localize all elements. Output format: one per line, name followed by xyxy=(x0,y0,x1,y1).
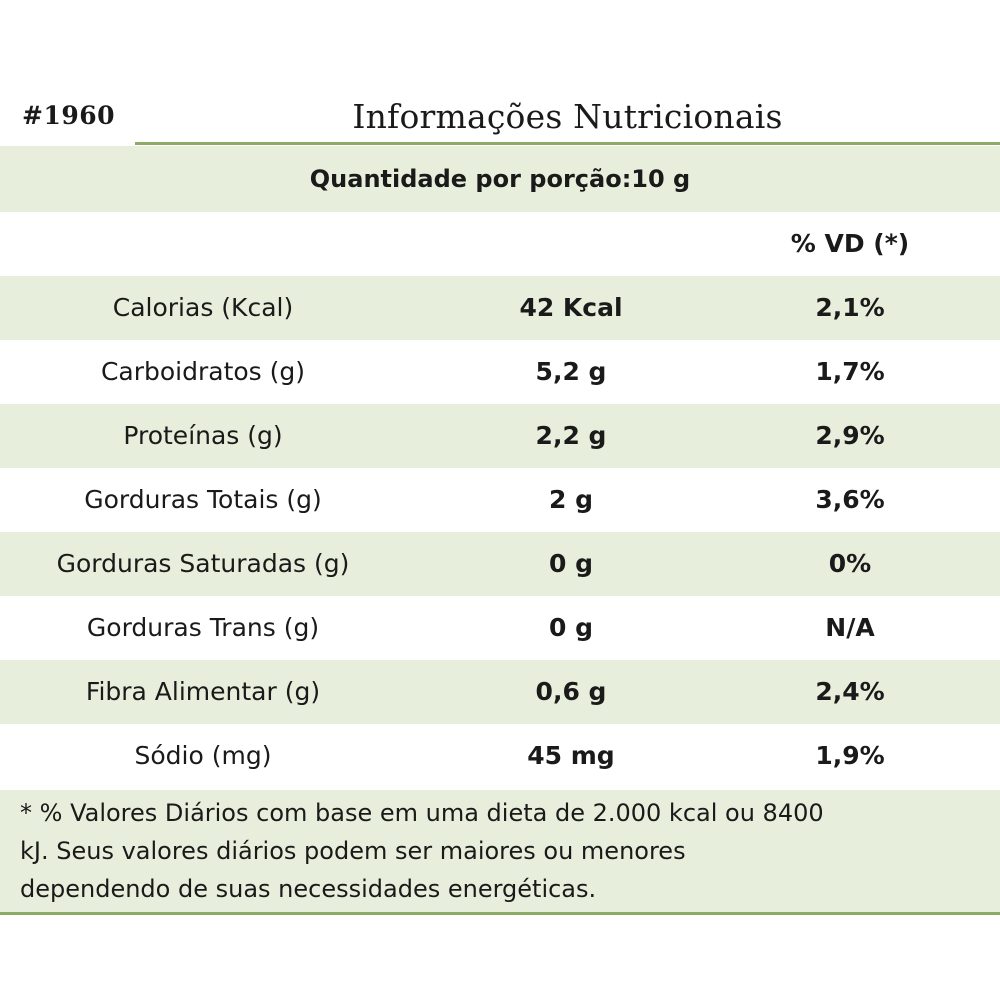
nutrient-name: Carboidratos (g) xyxy=(100,357,306,386)
portion-size: Quantidade por porção:10 g xyxy=(0,146,1000,212)
nutrient-name: Gorduras Saturadas (g) xyxy=(56,549,350,578)
nutrient-vd: N/A xyxy=(825,613,875,642)
nutrient-row-carbohydrates: Carboidratos (g) 5,2 g 1,7% xyxy=(0,340,1000,404)
nutrient-amount: 2 g xyxy=(549,485,593,514)
nutrient-row-trans-fat: Gorduras Trans (g) 0 g N/A xyxy=(0,596,1000,660)
nutrient-amount: 45 mg xyxy=(527,741,615,770)
vd-header-row: % VD (*) xyxy=(0,212,1000,276)
nutrient-name: Fibra Alimentar (g) xyxy=(85,677,321,706)
nutrient-amount: 0,6 g xyxy=(535,677,607,706)
footnote-line: kJ. Seus valores diários podem ser maior… xyxy=(20,837,686,865)
nutrient-row-calories: Calorias (Kcal) 42 Kcal 2,1% xyxy=(0,276,1000,340)
nutrient-vd: 2,9% xyxy=(815,421,885,450)
footnote-line: dependendo de suas necessidades energéti… xyxy=(20,875,597,903)
nutrient-vd: 1,9% xyxy=(815,741,885,770)
nutrient-row-sodium: Sódio (mg) 45 mg 1,9% xyxy=(0,724,1000,788)
nutrient-row-fiber: Fibra Alimentar (g) 0,6 g 2,4% xyxy=(0,660,1000,724)
nutrient-vd: 3,6% xyxy=(815,485,885,514)
daily-values-footnote: * % Valores Diários com base em uma diet… xyxy=(0,790,1000,912)
nutrient-row-total-fat: Gorduras Totais (g) 2 g 3,6% xyxy=(0,468,1000,532)
nutrient-name: Proteínas (g) xyxy=(123,421,283,450)
nutrient-amount: 0 g xyxy=(549,613,593,642)
nutrient-amount: 5,2 g xyxy=(535,357,607,386)
footnote-line: * % Valores Diários com base em uma diet… xyxy=(20,799,824,827)
nutrient-row-saturated-fat: Gorduras Saturadas (g) 0 g 0% xyxy=(0,532,1000,596)
nutrient-name: Gorduras Trans (g) xyxy=(86,613,320,642)
nutrient-amount: 2,2 g xyxy=(535,421,607,450)
product-code: #1960 xyxy=(22,101,116,130)
nutrient-name: Calorias (Kcal) xyxy=(112,293,294,322)
nutrient-name: Sódio (mg) xyxy=(134,741,272,770)
nutrient-vd: 2,1% xyxy=(815,293,885,322)
vd-column-header: % VD (*) xyxy=(790,229,910,258)
nutrient-vd: 0% xyxy=(828,549,872,578)
title-divider xyxy=(135,142,1000,145)
bottom-divider xyxy=(0,912,1000,915)
page-title: Informações Nutricionais xyxy=(352,97,783,136)
nutrient-row-proteins: Proteínas (g) 2,2 g 2,9% xyxy=(0,404,1000,468)
nutrient-name: Gorduras Totais (g) xyxy=(84,485,322,514)
nutrient-vd: 1,7% xyxy=(815,357,885,386)
nutrient-vd: 2,4% xyxy=(815,677,885,706)
nutrient-amount: 0 g xyxy=(549,549,593,578)
nutrient-amount: 42 Kcal xyxy=(519,293,623,322)
